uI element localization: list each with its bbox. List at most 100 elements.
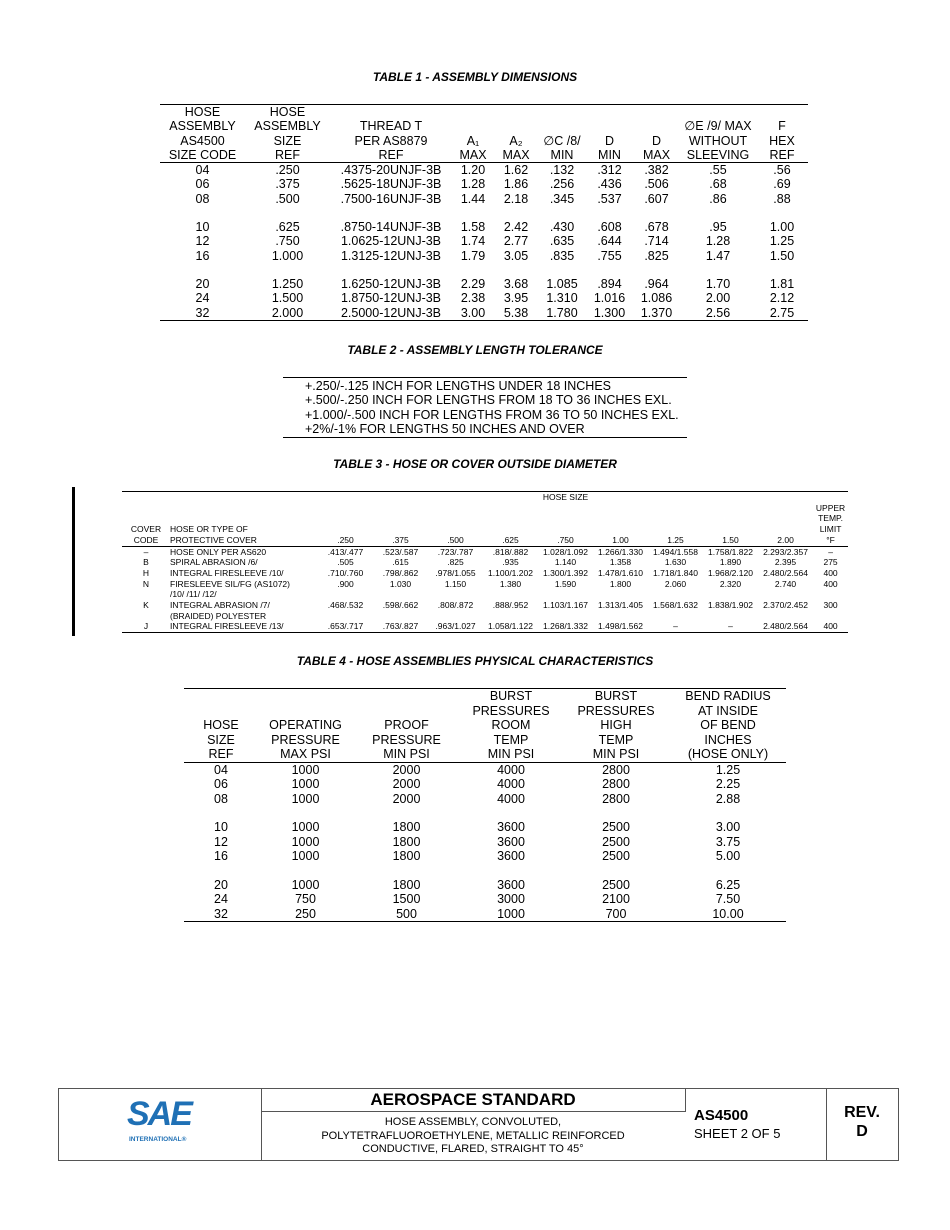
cell: INTEGRAL FIRESLEEVE /13/	[170, 621, 318, 632]
cell-text: 1.085	[546, 276, 578, 291]
cell-text: 3.75	[715, 834, 741, 849]
row: 04 1000 2000 4000 2800 1.25	[184, 762, 786, 777]
cell-line: .750	[557, 534, 574, 545]
tolerance-line: +.250/-.125 INCH FOR LENGTHS UNDER 18 IN…	[305, 379, 611, 393]
cell-text: 4000	[497, 777, 525, 791]
cell: 08	[184, 792, 258, 807]
row: B SPIRAL ABRASION /6/ .505 .615 .825 .935 1.14…	[122, 557, 848, 568]
cell-text: .763/.827	[382, 621, 419, 632]
row: 16 1000 1800 3600 2500 5.00	[184, 849, 786, 864]
cell: 24	[184, 892, 258, 907]
sheet: SHEET 2 OF 5	[694, 1126, 781, 1141]
cell: .755	[586, 249, 633, 263]
gap	[184, 864, 786, 878]
cell-text: .95	[709, 220, 727, 235]
cell-text: 24	[214, 892, 228, 906]
physical-table: HOSE SIZE REF OPERATING PRESSURE MAX PSI PROOF…	[184, 688, 786, 922]
cell-line: ∅E /9/ MAX	[684, 119, 752, 134]
cell: 3600	[460, 849, 562, 864]
cell-text: 1800	[392, 877, 421, 892]
cell: 1.890	[703, 557, 758, 568]
cell: .436	[586, 177, 633, 191]
cell: 1.310	[538, 291, 586, 305]
cell: 2.000	[245, 306, 330, 321]
cell-text: 2000	[392, 791, 421, 806]
cell: 2.12	[756, 291, 808, 305]
table-title: TABLE 4 - HOSE ASSEMBLIES PHYSICAL CHARA…	[296, 654, 654, 668]
cell: 1.300/1.392	[538, 568, 593, 579]
cell-text: 2800	[602, 762, 630, 777]
cell-text: 750	[295, 892, 316, 906]
cell-line: TEMP	[598, 732, 634, 747]
cell-line: BEND RADIUS	[685, 689, 771, 703]
cell: 1.28	[680, 234, 756, 248]
cell-text: 1.81	[769, 276, 795, 291]
cell-line: PRESSURE	[372, 732, 441, 747]
cell-text: 04	[214, 762, 228, 777]
cell: 2.25	[670, 777, 786, 792]
cell: .964	[633, 277, 680, 291]
cell-line: BURST	[594, 689, 638, 703]
row: 24 750 1500 3000 2100 7.50	[184, 892, 786, 907]
cell: 2800	[562, 792, 670, 807]
cell-text: .413/.477	[327, 546, 364, 557]
cell: .537	[586, 192, 633, 206]
cell-line: HOSE	[269, 105, 306, 119]
cell-text: 1.358	[609, 557, 632, 568]
cell-line: (HOSE ONLY)	[687, 747, 769, 761]
cell-text: INTEGRAL FIRESLEEVE /13/	[170, 621, 284, 632]
cell: .900	[318, 579, 373, 600]
cell-text: .825	[447, 557, 464, 568]
cell: .678	[633, 220, 680, 234]
cell: 1.630	[648, 557, 703, 568]
cell-text: 1.478/1.610	[598, 567, 643, 578]
logo-cell: SAE INTERNATIONAL®	[59, 1089, 262, 1160]
cell-text: 1.50	[769, 248, 795, 263]
cell-line: COVER	[130, 524, 162, 535]
cell: 3.00	[452, 306, 494, 321]
span-header: HOSE SIZE	[318, 492, 813, 503]
cell: 1.300	[586, 306, 633, 321]
cell-text: 1.25	[769, 234, 795, 249]
cell-text: 1.28	[460, 177, 486, 192]
cell-text: .710/.760	[327, 567, 364, 578]
cell-line: AS4500	[180, 133, 225, 148]
diameter-table: HOSE SIZE COVER CODE HOSE OR TYPE OF PROTECT…	[122, 491, 849, 633]
cell: 1.028/1.092	[538, 546, 593, 557]
rev: D	[856, 1123, 868, 1140]
cell: 1.103/1.167	[538, 600, 593, 621]
cell: .763/.827	[373, 621, 428, 632]
cell-text: J	[143, 621, 149, 632]
cell: 2500	[562, 849, 670, 864]
cell-text: 2000	[392, 777, 421, 791]
cell-text: .56	[773, 163, 791, 178]
cell: 1.758/1.822	[703, 546, 758, 557]
cell: 400	[813, 568, 848, 579]
cell: 2.395	[758, 557, 813, 568]
column-header: PROOF PRESSURE MIN PSI	[353, 689, 460, 763]
cell: 1.74	[452, 234, 494, 248]
cell-text: 1000	[497, 906, 525, 921]
cell-text: .312	[597, 163, 622, 178]
cell-text: .653/.717	[327, 621, 364, 632]
cell-line: MAX	[459, 147, 487, 162]
cell-text: 2.395	[774, 557, 797, 568]
cell-text: –	[828, 546, 833, 557]
cell-line: HOSE	[203, 718, 239, 732]
cell-text: 10.00	[712, 906, 744, 921]
cell-text: 1.380	[499, 578, 522, 589]
cell-text: 1.3125-12UNJ-3B	[340, 248, 442, 263]
cell-text: 1.058/1.122	[488, 621, 533, 632]
cell-line: A₁	[466, 133, 480, 148]
cell-text: 3000	[497, 892, 525, 906]
column-header: D MAX	[633, 105, 680, 163]
cell: .825	[428, 557, 483, 568]
cell-text: .68	[709, 177, 727, 192]
column-header: F HEX REF	[756, 105, 808, 163]
row: 20 1000 1800 3600 2500 6.25	[184, 878, 786, 893]
cell-text: .607	[644, 191, 669, 206]
cell-line: MIN	[550, 147, 574, 162]
row: 12 1000 1800 3600 2500 3.75	[184, 835, 786, 850]
column-header: D MIN	[586, 105, 633, 163]
cell: 3.05	[494, 249, 538, 263]
